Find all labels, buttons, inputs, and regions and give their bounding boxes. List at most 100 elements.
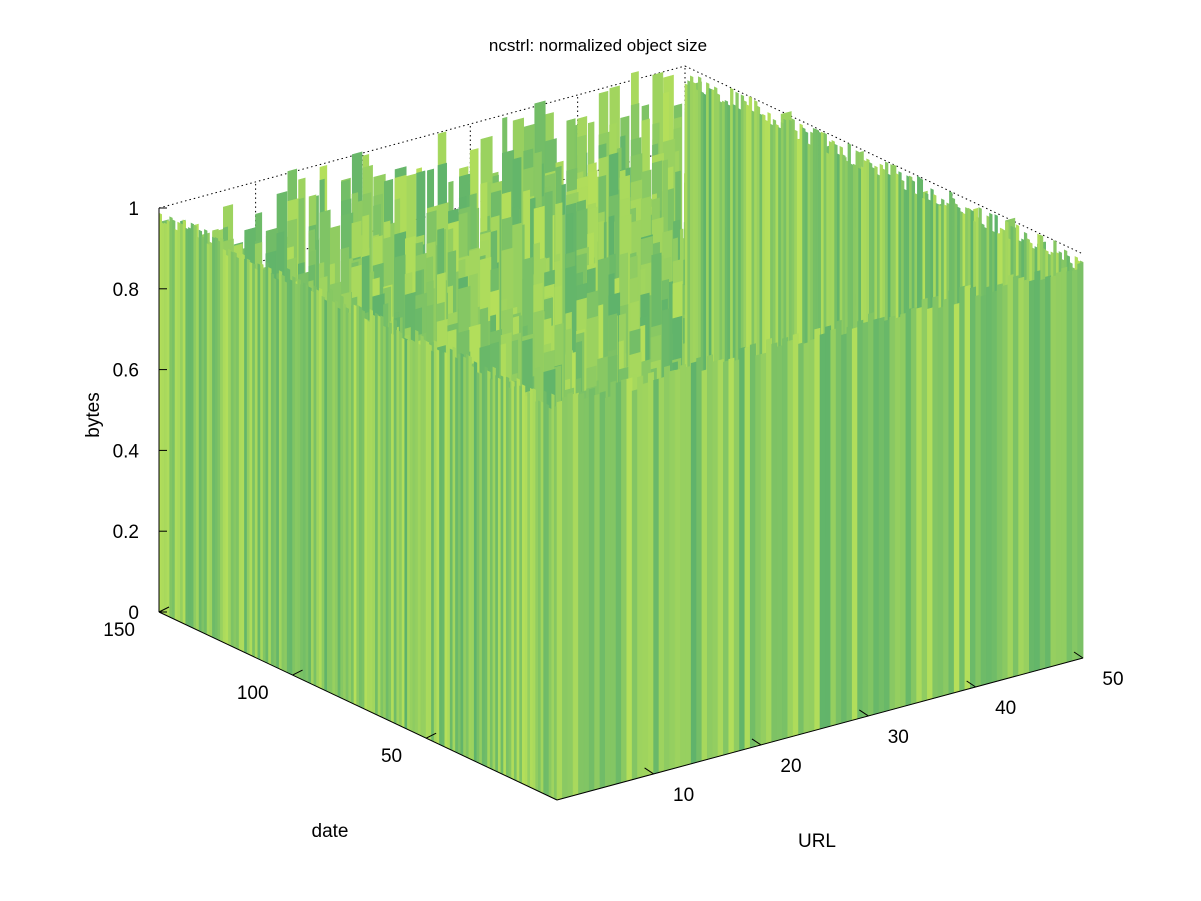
surface-strip bbox=[680, 363, 687, 768]
surface-strip bbox=[986, 285, 993, 685]
surface-strip bbox=[367, 320, 371, 713]
surface-strip bbox=[621, 378, 628, 784]
surface-strip bbox=[188, 227, 192, 628]
z-axis-title: bytes bbox=[83, 392, 104, 437]
surface-strip bbox=[166, 220, 170, 618]
chart-title: ncstrl: normalized object size bbox=[489, 36, 707, 55]
surface-strip bbox=[302, 282, 307, 682]
surface-strip bbox=[270, 272, 275, 667]
surface-strip bbox=[457, 353, 462, 756]
surface-strip bbox=[792, 333, 799, 737]
surface-strip bbox=[439, 348, 443, 747]
surface-strip bbox=[519, 385, 523, 785]
surface-strip bbox=[1039, 278, 1046, 670]
surface-strip bbox=[230, 251, 235, 648]
surface-strip bbox=[471, 365, 475, 762]
surface-strip bbox=[511, 380, 515, 781]
surface-strip bbox=[463, 356, 467, 758]
surface-strip bbox=[487, 370, 491, 769]
surface-strip bbox=[521, 384, 526, 786]
surface-strip bbox=[706, 354, 713, 760]
surface-strip bbox=[206, 243, 211, 637]
surface-strip bbox=[217, 240, 221, 642]
surface-strip bbox=[932, 295, 939, 699]
y-tick-label: 100 bbox=[237, 683, 269, 704]
surface-strip bbox=[1061, 266, 1068, 665]
x-tick-label: 20 bbox=[780, 756, 801, 777]
surface-strip bbox=[1066, 269, 1073, 663]
surface-strip bbox=[873, 318, 880, 715]
surface-strip bbox=[348, 312, 352, 704]
surface-strip bbox=[345, 307, 349, 703]
surface-strip bbox=[516, 377, 520, 783]
surface-strip bbox=[238, 253, 243, 652]
surface-strip bbox=[959, 285, 966, 692]
surface-strip bbox=[244, 258, 248, 655]
surface-strip bbox=[554, 405, 558, 801]
surface-strip bbox=[313, 285, 317, 687]
surface-strip bbox=[190, 222, 195, 629]
surface-strip bbox=[316, 289, 320, 689]
surface-strip bbox=[228, 248, 232, 647]
surface-strip bbox=[626, 377, 633, 782]
surface-strip bbox=[776, 345, 783, 741]
surface-strips bbox=[158, 71, 1084, 801]
surface-strip bbox=[1055, 271, 1062, 666]
surface-strip bbox=[318, 287, 323, 690]
surface-strip bbox=[701, 369, 708, 762]
surface-strip bbox=[375, 312, 379, 716]
surface-strip bbox=[803, 342, 810, 734]
x-tick-label: 40 bbox=[995, 698, 1016, 719]
surface-strip bbox=[193, 224, 197, 631]
surface-strip bbox=[460, 353, 464, 757]
surface-strip bbox=[161, 222, 165, 615]
surface-strip bbox=[610, 380, 617, 786]
surface-strip bbox=[343, 303, 347, 701]
surface-strip bbox=[284, 281, 288, 674]
surface-strip bbox=[407, 339, 411, 732]
surface-strip bbox=[540, 401, 544, 795]
surface-strip bbox=[209, 241, 213, 638]
surface-strip bbox=[497, 377, 502, 774]
surface-strip bbox=[868, 312, 874, 717]
surface-strip bbox=[685, 365, 692, 766]
surface-strip bbox=[265, 261, 269, 665]
surface-strip bbox=[409, 339, 414, 733]
surface-strip bbox=[391, 333, 395, 724]
surface-strip bbox=[361, 309, 365, 710]
x-tick-label: 50 bbox=[1102, 669, 1123, 690]
surface-strip bbox=[412, 340, 416, 734]
surface-strip bbox=[551, 393, 555, 800]
surface-strip bbox=[900, 312, 907, 708]
surface-strip bbox=[991, 290, 998, 684]
surface-strip bbox=[441, 351, 446, 748]
surface-strip bbox=[198, 229, 203, 633]
surface-strip bbox=[1045, 275, 1052, 669]
surface-strip bbox=[452, 346, 456, 753]
surface-strip bbox=[377, 315, 382, 718]
surface-strip bbox=[953, 302, 960, 694]
surface-strip bbox=[578, 392, 585, 795]
surface-strip bbox=[798, 342, 805, 736]
surface-strip bbox=[164, 222, 168, 617]
surface-strip bbox=[1018, 276, 1025, 676]
surface-strip bbox=[1050, 275, 1057, 668]
surface-strip bbox=[524, 395, 528, 787]
surface-strip bbox=[262, 269, 267, 663]
surface-strip bbox=[260, 263, 264, 662]
z-tick-label: 0.6 bbox=[113, 361, 139, 382]
z-tick-label: 0.4 bbox=[113, 441, 140, 462]
surface-strip bbox=[182, 219, 187, 626]
surface-strip bbox=[937, 306, 944, 698]
surface-strip bbox=[420, 335, 424, 738]
surface-strip bbox=[174, 228, 178, 622]
surface-strip bbox=[334, 300, 339, 698]
x-tick-label: 30 bbox=[888, 727, 909, 748]
surface-strip bbox=[696, 356, 703, 763]
surface-strip bbox=[281, 274, 285, 672]
surface-strip bbox=[588, 387, 595, 792]
surface-strip bbox=[878, 316, 885, 714]
surface-strip bbox=[447, 344, 451, 751]
surface-strip bbox=[401, 337, 406, 729]
